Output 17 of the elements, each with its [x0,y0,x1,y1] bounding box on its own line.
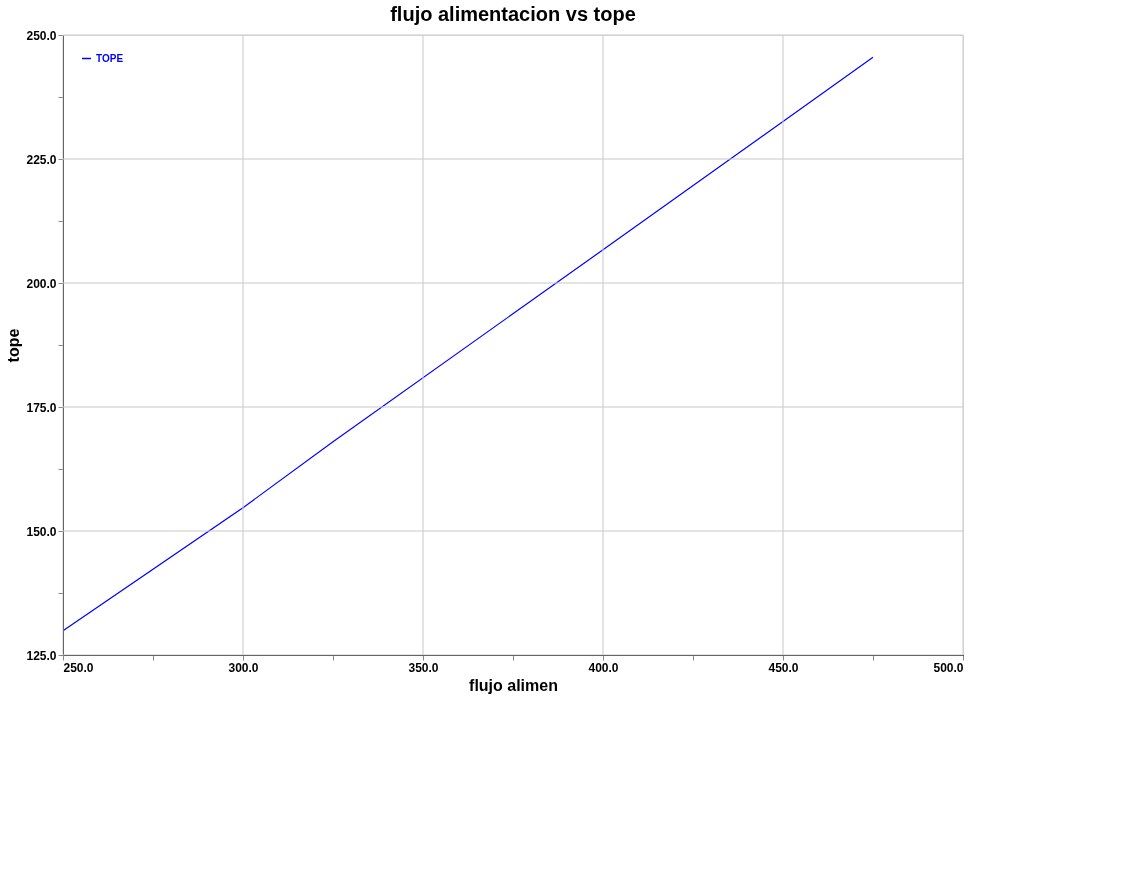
line-series [62,56,874,632]
y-tick-label: 225.0 [26,152,57,167]
y-tick-label: 150.0 [26,524,57,539]
x-tick-label: 500.0 [933,660,964,675]
x-tick-label: 400.0 [588,660,619,675]
y-tick-label: 175.0 [26,400,57,415]
legend-label: TOPE [96,52,124,64]
x-tick-label: 300.0 [228,660,259,675]
x-axis-title: flujo alimen [469,676,558,694]
y-tick-label: 125.0 [26,648,57,663]
y-tick-label: 200.0 [26,276,57,291]
y-axis-title: tope [5,328,23,363]
y-tick-label: 250.0 [26,28,57,43]
x-tick-label: 250.0 [63,660,94,675]
x-tick-label: 450.0 [768,660,799,675]
chart-title: flujo alimentacion vs tope [390,3,636,25]
x-tick-label: 350.0 [408,660,439,675]
